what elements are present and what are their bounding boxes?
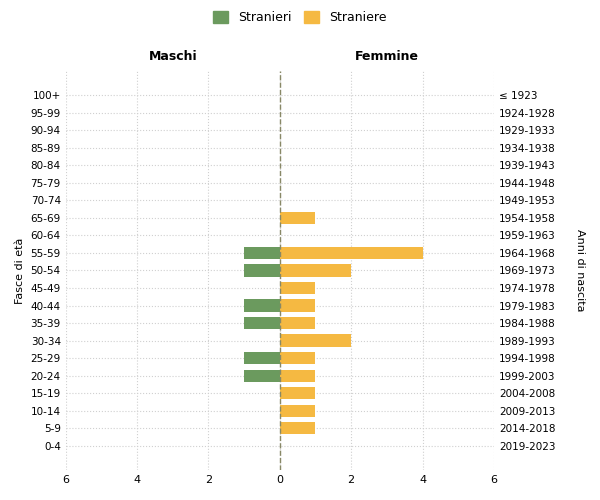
Bar [280,422,316,434]
Bar [244,264,280,276]
Bar [280,387,316,400]
Bar [280,264,351,276]
Text: Maschi: Maschi [148,50,197,62]
Bar [244,300,280,312]
Bar [244,317,280,329]
Bar [280,246,422,259]
Y-axis label: Anni di nascita: Anni di nascita [575,229,585,312]
Bar [280,334,351,346]
Bar [244,246,280,259]
Text: Femmine: Femmine [355,50,419,62]
Bar [280,404,316,417]
Bar [280,300,316,312]
Bar [280,282,316,294]
Bar [244,370,280,382]
Y-axis label: Fasce di età: Fasce di età [15,237,25,304]
Bar [280,212,316,224]
Bar [280,317,316,329]
Bar [244,352,280,364]
Bar [280,370,316,382]
Legend: Stranieri, Straniere: Stranieri, Straniere [208,6,392,29]
Bar [280,352,316,364]
